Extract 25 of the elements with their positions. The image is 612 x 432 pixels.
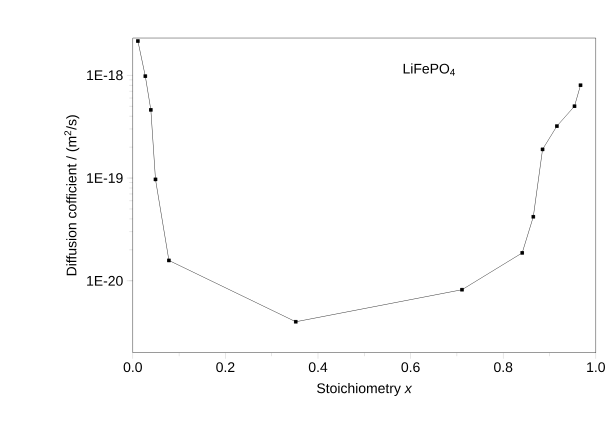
x-tick-label: 0.6: [401, 362, 420, 372]
x-axis-title: Stoichiometry x: [317, 382, 412, 396]
point: [154, 178, 158, 182]
annotation: LiFePO$_{4}$: [404, 63, 455, 76]
x-tick-label: 1.0: [587, 362, 605, 372]
point: [520, 251, 524, 255]
point: [294, 320, 298, 324]
x-tick-label: 0.4: [308, 362, 328, 372]
point: [572, 104, 576, 108]
x-tick-label: 0.8: [494, 362, 512, 372]
point: [460, 288, 464, 292]
point: [578, 83, 582, 87]
y-axis-title: Diffusion cofficient / (m$^{2}$/s): [64, 115, 80, 276]
point: [167, 258, 171, 262]
point: [149, 108, 153, 112]
x-tick-label: 0.2: [216, 362, 234, 372]
y-tick-label: 1E-20: [87, 276, 123, 286]
point: [144, 74, 148, 78]
point: [136, 39, 140, 43]
point: [555, 124, 559, 128]
point: [540, 148, 544, 152]
x-tick-label: 0.0: [124, 362, 142, 372]
y-tick-label: 1E-18: [87, 70, 123, 80]
y-tick-label: 1E-19: [87, 173, 123, 183]
point: [532, 214, 536, 219]
